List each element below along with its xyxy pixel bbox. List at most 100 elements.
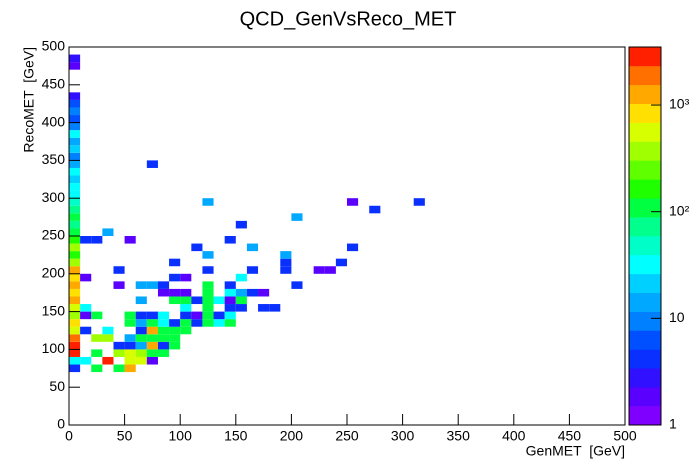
cell [180, 296, 192, 305]
cell [91, 364, 103, 373]
cell [157, 341, 170, 350]
palette-band [629, 311, 661, 331]
x-tick-label: 150 [224, 428, 248, 444]
cell [69, 107, 81, 116]
cell [191, 319, 203, 327]
z-tick-label: 10³ [669, 96, 690, 112]
cell [102, 228, 114, 236]
y-tick-label: 300 [42, 189, 66, 205]
cell [146, 326, 158, 335]
cell [80, 273, 92, 282]
cell [91, 349, 103, 357]
cell [213, 311, 225, 320]
cell [180, 311, 192, 320]
axes: 0 50 100 150 200 250 300 350 400 450 500 0 50 100 150 2… [42, 38, 690, 444]
cell [235, 288, 247, 297]
cell [124, 236, 136, 244]
x-tick-label: 500 [613, 428, 637, 444]
y-tick-label: 250 [42, 227, 66, 243]
cell [324, 266, 336, 274]
cell [69, 205, 81, 214]
palette-band [629, 273, 661, 293]
y-tick-label: 500 [42, 38, 66, 54]
cell [180, 326, 192, 335]
cell [80, 304, 92, 312]
y-tick-label: 150 [42, 302, 66, 318]
cell [313, 266, 325, 274]
cell [146, 341, 158, 350]
x-tick-label: 200 [280, 428, 304, 444]
cell [69, 115, 81, 123]
cell [291, 213, 303, 221]
palette-band [629, 330, 661, 350]
cell [258, 288, 270, 297]
cell [146, 349, 158, 357]
cell [413, 198, 425, 206]
cell [102, 356, 114, 365]
cell [69, 228, 81, 236]
cell [157, 311, 170, 320]
cell [69, 341, 81, 350]
x-tick-label: 350 [447, 428, 471, 444]
cell [202, 304, 214, 312]
cell [135, 326, 147, 335]
cell [69, 152, 81, 161]
cell [169, 319, 181, 327]
cell [69, 356, 81, 365]
cell [224, 281, 236, 289]
cell [202, 251, 214, 259]
palette-band [629, 160, 661, 180]
palette-band [629, 236, 661, 256]
cell [124, 319, 136, 327]
cell [135, 356, 147, 365]
cell [180, 319, 192, 327]
y-tick-label: 0 [57, 416, 65, 432]
cell [69, 175, 81, 184]
palette-band [629, 122, 661, 142]
x-axis-title: GenMET [GeV] [526, 443, 625, 459]
cell [146, 281, 158, 289]
cell [291, 281, 303, 289]
cell [224, 296, 236, 305]
cell [69, 183, 81, 191]
cell [146, 319, 158, 327]
cell [80, 356, 92, 365]
cell [135, 281, 147, 289]
cell [157, 281, 170, 289]
cell [235, 296, 247, 305]
cell [269, 304, 281, 312]
cell [169, 273, 181, 282]
cell [213, 296, 225, 305]
palette-band [629, 368, 661, 388]
cell [69, 243, 81, 252]
cell [69, 236, 81, 244]
cell [202, 288, 214, 297]
cell [80, 311, 92, 320]
cell [102, 326, 114, 335]
cell [113, 341, 125, 350]
cell [135, 334, 147, 342]
palette-band [629, 47, 661, 67]
cell [180, 304, 192, 312]
cell [135, 296, 147, 305]
cell [224, 288, 236, 297]
palette-band [629, 254, 661, 275]
cell [169, 326, 181, 335]
cell [69, 145, 81, 153]
x-tick-label: 0 [65, 428, 73, 444]
cell [69, 198, 81, 206]
cell [191, 243, 203, 252]
cell [347, 243, 359, 252]
x-tick-label: 100 [169, 428, 193, 444]
cell [69, 122, 81, 131]
cell [246, 288, 259, 297]
cell [69, 319, 81, 327]
cell [347, 198, 359, 206]
cell [335, 258, 347, 267]
cell [146, 160, 158, 168]
cell [91, 236, 103, 244]
cell [69, 266, 81, 274]
cell [69, 296, 81, 305]
palette-band [629, 141, 661, 161]
